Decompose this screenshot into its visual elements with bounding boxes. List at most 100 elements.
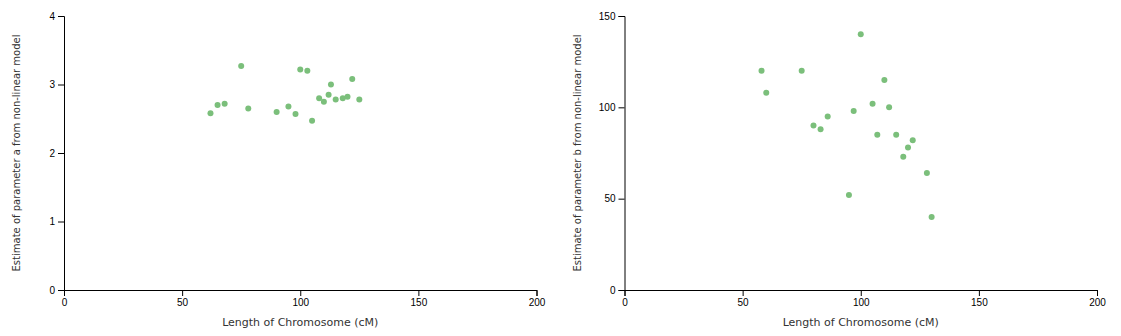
tick: 4 (49, 11, 64, 22)
tick: 200 (529, 290, 546, 308)
tick: 50 (738, 290, 750, 308)
axis-line (58, 17, 65, 291)
panel: 0 50 100 150 200 0 1 2 3 4 Length of Chromosome (c… (11, 11, 546, 329)
point (900, 154, 906, 160)
x-axis: 0 50 100 150 200 (622, 290, 1106, 308)
tick: 150 (411, 290, 428, 308)
point (905, 145, 911, 151)
tick-label: 150 (411, 297, 428, 308)
tick: 0 (62, 290, 68, 308)
tick-mark (300, 290, 301, 296)
tick-mark (58, 290, 64, 291)
tick-label: 0 (622, 297, 628, 308)
tick-mark (861, 290, 862, 296)
points (207, 63, 362, 124)
tick: 0 (49, 285, 64, 296)
tick: 100 (599, 102, 625, 113)
x-axis-title: Length of Chromosome (cM) (783, 316, 939, 329)
tick-label: 150 (971, 297, 988, 308)
tick-label: 50 (177, 297, 189, 308)
tick-mark (979, 290, 980, 296)
point (321, 99, 327, 105)
tick-mark (58, 85, 64, 86)
tick-label: 2 (49, 148, 55, 159)
axis-line (65, 291, 538, 297)
y-axis: 0 1 2 3 4 (49, 11, 64, 296)
point (893, 132, 899, 138)
tick-label: 0 (49, 285, 55, 296)
tick-mark (58, 222, 64, 223)
tick-label: 50 (604, 193, 616, 204)
tick-label: 4 (49, 11, 55, 22)
point (870, 101, 876, 107)
tick-mark (182, 290, 183, 296)
y-axis-title: Estimate of parameter b from non-linear … (572, 34, 583, 271)
point (297, 66, 303, 72)
tick-label: 1 (49, 216, 55, 227)
tick-label: 0 (610, 285, 616, 296)
point (356, 97, 362, 103)
tick-mark (619, 107, 625, 108)
point (309, 118, 315, 124)
point (811, 123, 817, 129)
tick-label: 200 (1089, 297, 1106, 308)
point (759, 68, 765, 74)
tick-label: 150 (599, 11, 616, 22)
tick-mark (418, 290, 419, 296)
tick: 150 (599, 11, 625, 22)
point (304, 68, 310, 74)
points (759, 31, 935, 220)
point (293, 111, 299, 117)
point (799, 68, 805, 74)
tick-label: 100 (292, 297, 309, 308)
point (326, 92, 332, 98)
figure: 0 50 100 150 200 0 1 2 3 4 Length of Chromosome (c… (0, 0, 1121, 336)
tick: 0 (610, 285, 625, 296)
tick: 100 (853, 290, 870, 308)
tick-label: 3 (49, 79, 55, 90)
point (846, 192, 852, 198)
y-axis: 0 50 100 150 (599, 11, 625, 296)
tick-mark (619, 16, 625, 17)
point (222, 101, 228, 107)
tick: 150 (971, 290, 988, 308)
axis-line (619, 17, 626, 291)
point (349, 76, 355, 82)
x-axis: 0 50 100 150 200 (62, 290, 546, 308)
x-axis-title: Length of Chromosome (cM) (222, 316, 378, 329)
point (328, 82, 334, 88)
panel: 0 50 100 150 200 0 50 100 150 Length of Chromosom… (572, 11, 1107, 329)
tick: 0 (622, 290, 628, 308)
tick-mark (1097, 290, 1098, 296)
tick-label: 100 (853, 297, 870, 308)
point (345, 94, 351, 100)
point (858, 31, 864, 37)
point (333, 97, 339, 103)
tick: 100 (292, 290, 309, 308)
axis-line (625, 291, 1098, 297)
tick-label: 200 (529, 297, 546, 308)
tick-mark (619, 199, 625, 200)
tick-mark (537, 290, 538, 296)
tick-label: 50 (738, 297, 750, 308)
tick-label: 0 (62, 297, 68, 308)
point (881, 77, 887, 83)
tick: 50 (177, 290, 189, 308)
point (818, 126, 824, 132)
point (215, 102, 221, 108)
tick: 200 (1089, 290, 1106, 308)
tick: 3 (49, 79, 64, 90)
point (924, 170, 930, 176)
point (207, 110, 213, 116)
point (910, 137, 916, 143)
point (274, 109, 280, 115)
tick-mark (58, 16, 64, 17)
point (285, 103, 291, 109)
tick: 2 (49, 148, 64, 159)
point (763, 90, 769, 96)
tick: 50 (604, 193, 624, 204)
tick-label: 100 (599, 102, 616, 113)
point (238, 63, 244, 69)
point (929, 214, 935, 220)
tick: 1 (49, 216, 64, 227)
